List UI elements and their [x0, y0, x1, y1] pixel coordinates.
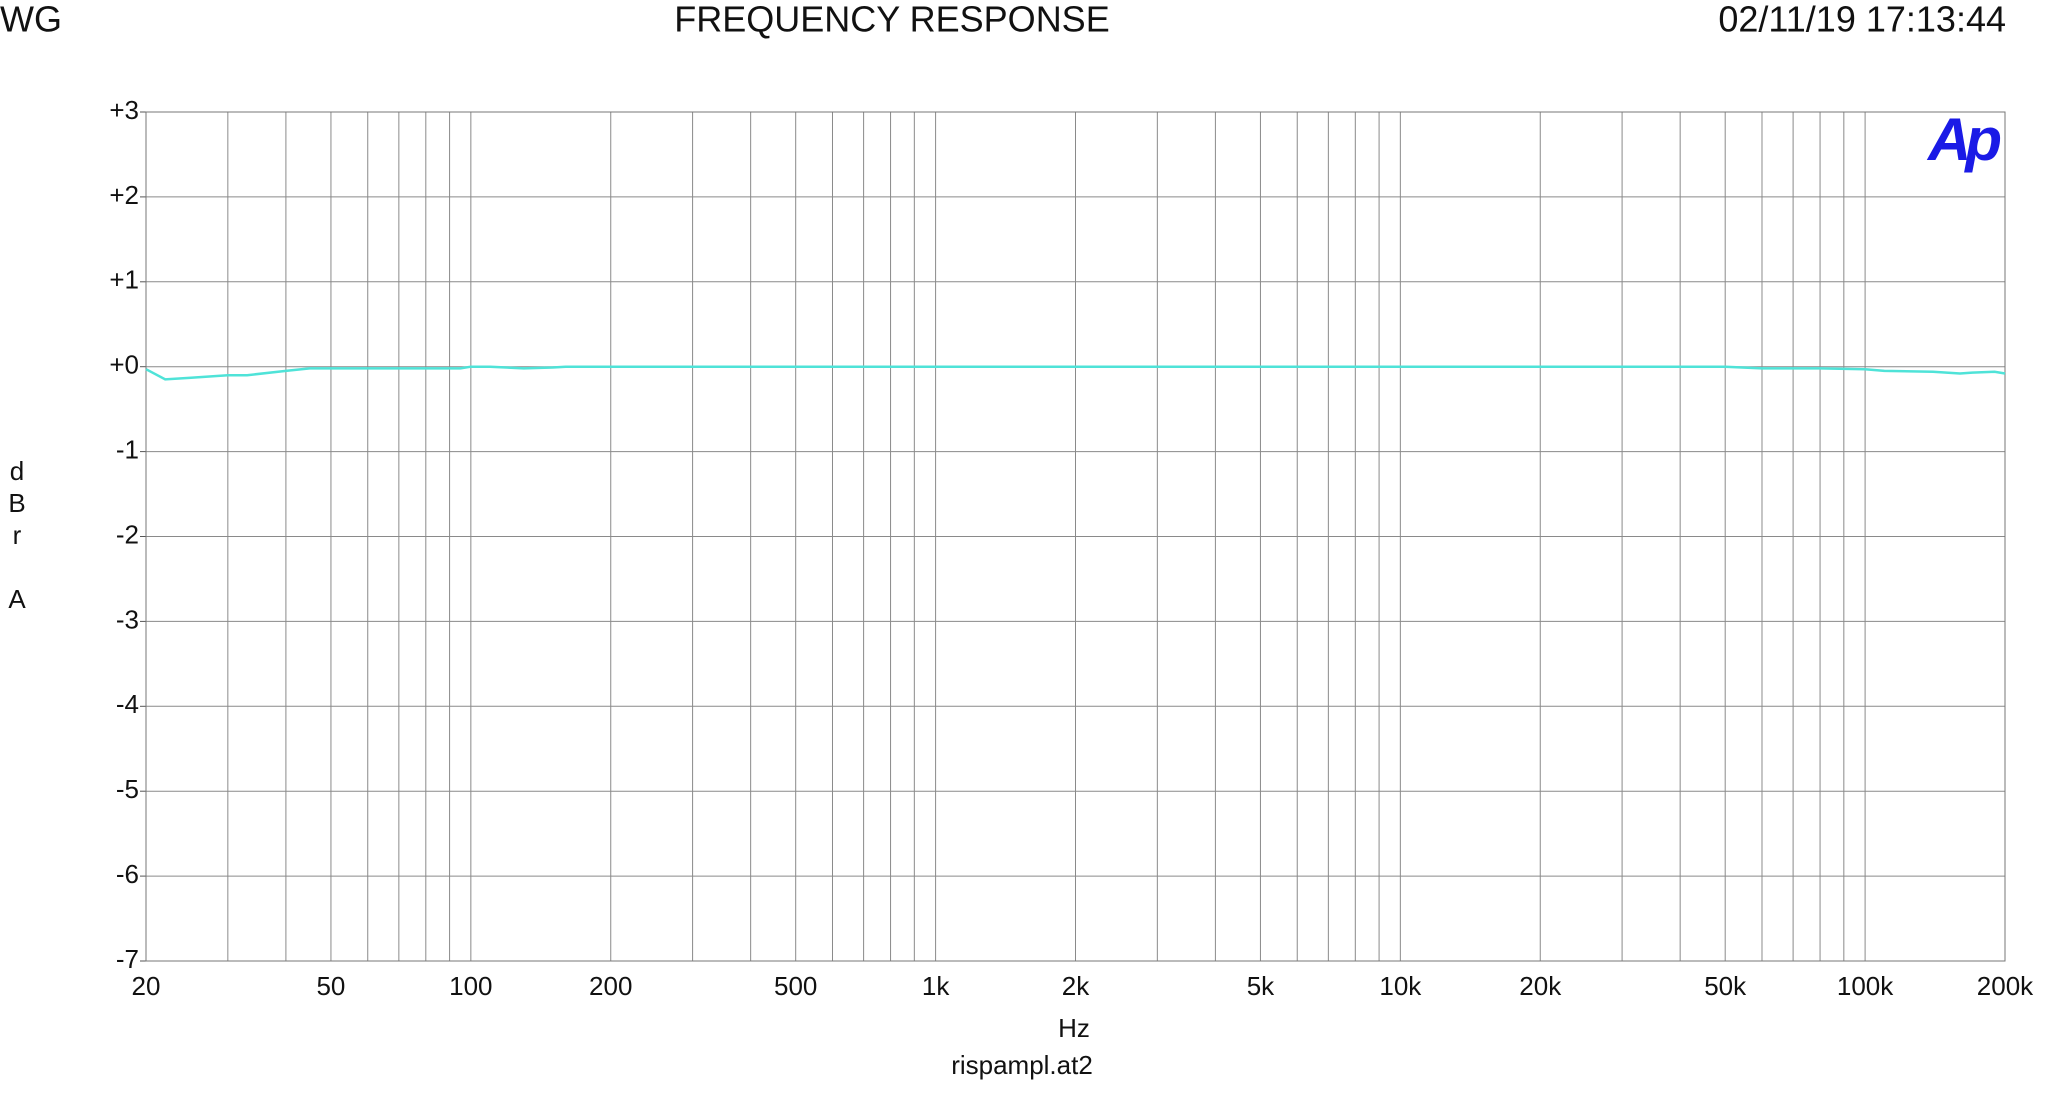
x-axis-label: Hz [1058, 1013, 1090, 1043]
footer: rispampl.at2 [951, 1050, 1093, 1080]
x-tick-label: 5k [1247, 971, 1275, 1001]
x-tick-label: 50 [316, 971, 345, 1001]
x-tick-label: 20k [1519, 971, 1562, 1001]
y-tick-label: -7 [116, 944, 139, 974]
y-tick-label: -3 [116, 604, 139, 634]
y-tick-label: -5 [116, 774, 139, 804]
x-tick-label: 200 [589, 971, 632, 1001]
y-tick-label: +3 [109, 95, 139, 125]
x-tick-label: 1k [922, 971, 950, 1001]
x-tick-label: 100k [1837, 971, 1894, 1001]
x-tick-label: 2k [1062, 971, 1090, 1001]
x-tick-label: 100 [449, 971, 492, 1001]
logo: Ap [1926, 106, 2000, 173]
y-tick-label: -1 [116, 434, 139, 464]
data-line [145, 365, 2006, 381]
left-header: WG [0, 0, 62, 40]
x-tick-label: 500 [774, 971, 817, 1001]
chart-title: FREQUENCY RESPONSE [674, 0, 1109, 40]
y-tick-label: -4 [116, 689, 139, 719]
x-tick-label: 20 [132, 971, 161, 1001]
x-tick-label: 50k [1704, 971, 1747, 1001]
y-tick-label: +2 [109, 180, 139, 210]
x-tick-label: 10k [1379, 971, 1422, 1001]
x-tick-label: 200k [1977, 971, 2034, 1001]
y-tick-label: +0 [109, 350, 139, 380]
y-tick-label: +1 [109, 265, 139, 295]
plot-frame [145, 111, 2006, 962]
timestamp: 02/11/19 17:13:44 [1718, 0, 2006, 40]
y-tick-label: -6 [116, 859, 139, 889]
y-tick-label: -2 [116, 519, 139, 549]
